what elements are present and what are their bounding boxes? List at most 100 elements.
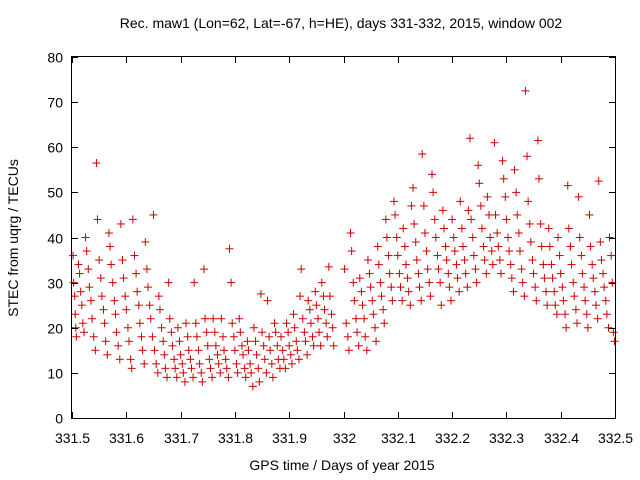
data-point — [491, 210, 500, 219]
data-point — [248, 382, 257, 391]
data-point — [496, 269, 505, 278]
data-point — [75, 269, 84, 278]
data-point — [495, 256, 504, 265]
data-point — [487, 247, 496, 256]
y-axis-label: STEC from uqrg / TECUs — [5, 159, 21, 317]
data-point — [442, 256, 451, 265]
data-point — [398, 296, 407, 305]
data-point — [303, 350, 312, 359]
data-point — [165, 314, 174, 323]
data-point — [433, 251, 442, 260]
data-point — [154, 292, 163, 301]
data-point — [385, 269, 394, 278]
data-point — [577, 251, 586, 260]
data-point — [340, 265, 349, 274]
data-point — [504, 233, 513, 242]
data-point — [605, 233, 614, 242]
data-point — [388, 296, 397, 305]
data-point — [476, 201, 485, 210]
data-point — [161, 364, 170, 373]
data-point — [130, 251, 139, 260]
data-point — [547, 260, 556, 269]
data-point — [182, 319, 191, 328]
data-point — [306, 319, 315, 328]
data-point — [135, 319, 144, 328]
data-point — [259, 341, 268, 350]
data-point — [414, 269, 423, 278]
y-tick-label: 60 — [47, 140, 63, 156]
data-point — [150, 346, 159, 355]
data-point — [220, 346, 229, 355]
data-point — [229, 332, 238, 341]
data-point — [415, 283, 424, 292]
data-point — [551, 301, 560, 310]
data-point — [609, 328, 618, 337]
data-point — [320, 305, 329, 314]
data-point — [447, 296, 456, 305]
plot-area-frame — [71, 56, 616, 419]
data-point — [227, 278, 236, 287]
data-point — [265, 332, 274, 341]
data-point — [502, 215, 511, 224]
data-point — [588, 260, 597, 269]
data-point — [512, 188, 521, 197]
data-point — [448, 215, 457, 224]
data-point — [543, 301, 552, 310]
data-point — [308, 332, 317, 341]
data-point — [110, 296, 119, 305]
data-point — [501, 192, 510, 201]
data-point — [441, 242, 450, 251]
data-point — [305, 305, 314, 314]
data-point — [469, 251, 478, 260]
data-point — [471, 265, 480, 274]
data-point — [108, 278, 117, 287]
data-point — [450, 247, 459, 256]
x-tick-label: 331.8 — [218, 430, 253, 446]
data-point — [173, 323, 182, 332]
data-point — [81, 233, 90, 242]
data-point — [461, 269, 470, 278]
data-point — [317, 278, 326, 287]
data-point — [134, 301, 143, 310]
data-point — [233, 368, 242, 377]
data-point — [218, 332, 227, 341]
data-point — [210, 328, 219, 337]
data-point — [567, 260, 576, 269]
data-point — [126, 355, 135, 364]
data-point — [604, 323, 613, 332]
data-point — [225, 244, 234, 253]
data-point — [172, 373, 181, 382]
data-point — [159, 337, 168, 346]
data-point — [79, 328, 88, 337]
x-tick-label: 331.7 — [164, 430, 199, 446]
data-point — [479, 242, 488, 251]
data-point — [534, 174, 543, 183]
data-point — [202, 328, 211, 337]
chart-title: Rec. maw1 (Lon=62, Lat=-67, h=HE), days … — [120, 15, 563, 31]
data-point — [282, 319, 291, 328]
data-point — [366, 283, 375, 292]
data-point — [545, 242, 554, 251]
data-point — [376, 278, 385, 287]
data-point — [322, 319, 331, 328]
data-point — [583, 323, 592, 332]
data-point — [425, 278, 434, 287]
data-point — [205, 355, 214, 364]
data-point — [586, 242, 595, 251]
data-point — [537, 242, 546, 251]
data-point — [529, 269, 538, 278]
data-point — [409, 183, 418, 192]
data-point — [211, 341, 220, 350]
data-point — [520, 292, 529, 301]
data-point — [601, 296, 610, 305]
data-point — [396, 283, 405, 292]
data-point — [381, 215, 390, 224]
data-point — [596, 238, 605, 247]
data-point — [252, 350, 261, 359]
x-tick-label: 331.5 — [55, 430, 90, 446]
data-point — [572, 319, 581, 328]
y-tick-label: 20 — [47, 321, 63, 337]
data-point — [457, 224, 466, 233]
data-point — [518, 278, 527, 287]
